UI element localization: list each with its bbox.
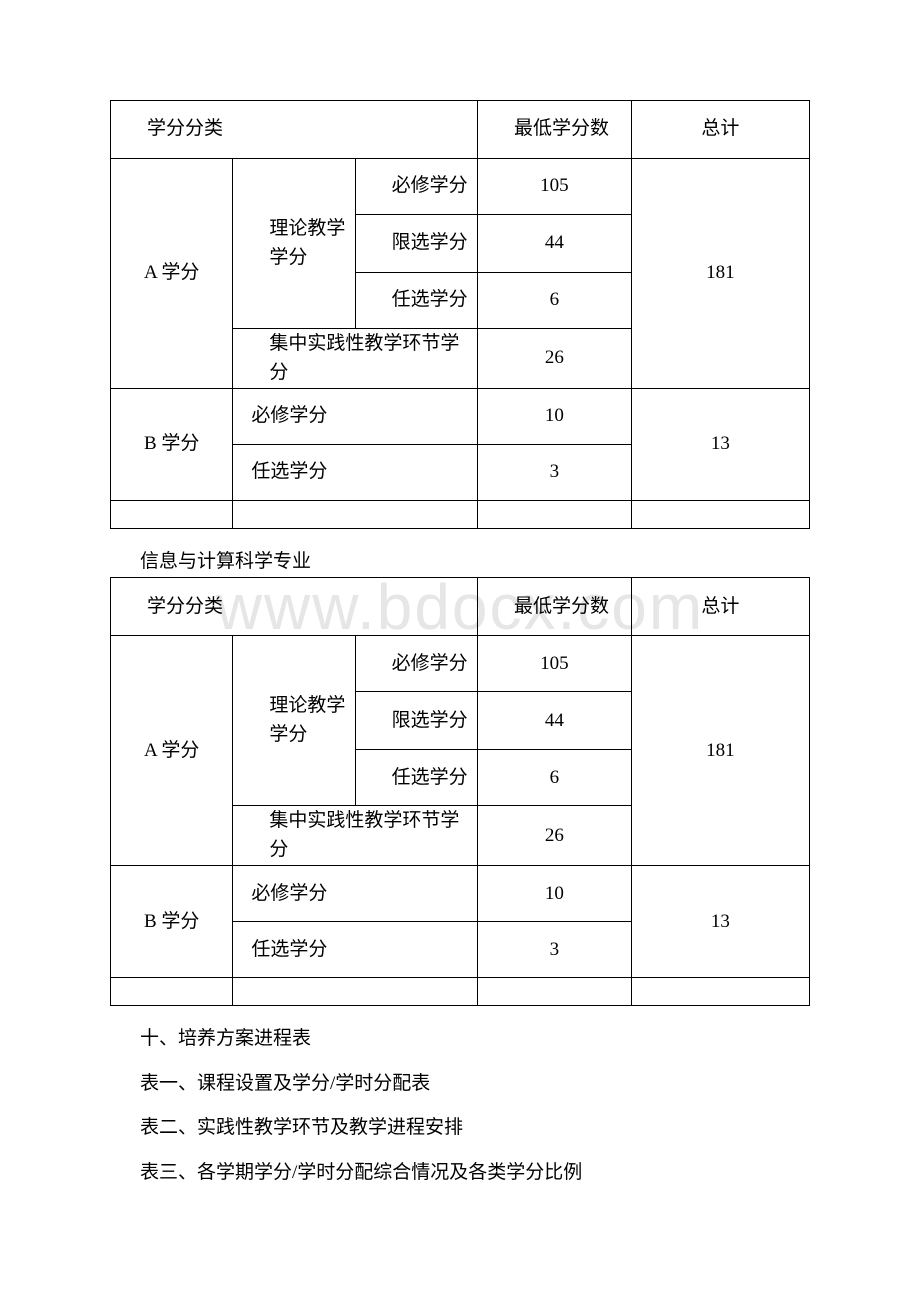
t2-required-val: 105 — [477, 636, 631, 692]
t1-elective-label: 任选学分 — [355, 273, 477, 329]
t2-required-label: 必修学分 — [355, 636, 477, 692]
t1-empty-3 — [477, 501, 631, 529]
t1-a-total: 181 — [631, 159, 809, 389]
t2-b-elective-label: 任选学分 — [233, 922, 478, 978]
t2-practice-label: 集中实践性教学环节学分 — [233, 806, 478, 866]
t2-empty-3 — [477, 978, 631, 1006]
t2-practice-val: 26 — [477, 806, 631, 866]
t2-empty-4 — [631, 978, 809, 1006]
caption-2: 信息与计算科学专业 — [140, 547, 810, 577]
t2-empty-1 — [111, 978, 233, 1006]
t1-required-label: 必修学分 — [355, 159, 477, 215]
credit-table-2: 学分分类 最低学分数 总计 A 学分 理论教学学分 必修学分 105 181 限… — [110, 577, 810, 1006]
t2-theory-label: 理论教学学分 — [233, 636, 355, 806]
t1-theory-label: 理论教学学分 — [233, 159, 355, 329]
t2-header-category: 学分分类 — [111, 578, 478, 636]
table-ref-3: 表三、各学期学分/学时分配综合情况及各类学分比例 — [140, 1158, 810, 1188]
t1-empty-4 — [631, 501, 809, 529]
t2-header-min: 最低学分数 — [477, 578, 631, 636]
t2-b-total: 13 — [631, 866, 809, 978]
section-10-title: 十、培养方案进程表 — [140, 1024, 810, 1054]
t1-limited-label: 限选学分 — [355, 215, 477, 273]
t1-header-min: 最低学分数 — [477, 101, 631, 159]
t1-a-label: A 学分 — [111, 159, 233, 389]
credit-table-1: 学分分类 最低学分数 总计 A 学分 理论教学学分 必修学分 105 181 限… — [110, 100, 810, 529]
t2-b-elective-val: 3 — [477, 922, 631, 978]
t1-b-elective-label: 任选学分 — [233, 445, 478, 501]
t2-b-label: B 学分 — [111, 866, 233, 978]
t1-empty-2 — [233, 501, 478, 529]
t2-limited-label: 限选学分 — [355, 692, 477, 750]
t2-elective-val: 6 — [477, 750, 631, 806]
t2-limited-val: 44 — [477, 692, 631, 750]
t1-practice-val: 26 — [477, 329, 631, 389]
t2-b-required-val: 10 — [477, 866, 631, 922]
t1-empty-1 — [111, 501, 233, 529]
table-ref-2: 表二、实践性教学环节及教学进程安排 — [140, 1113, 810, 1143]
t1-b-required-label: 必修学分 — [233, 389, 478, 445]
t1-elective-val: 6 — [477, 273, 631, 329]
t2-empty-2 — [233, 978, 478, 1006]
t2-header-total: 总计 — [631, 578, 809, 636]
t2-b-required-label: 必修学分 — [233, 866, 478, 922]
t1-limited-val: 44 — [477, 215, 631, 273]
t2-elective-label: 任选学分 — [355, 750, 477, 806]
t1-required-val: 105 — [477, 159, 631, 215]
table-ref-1: 表一、课程设置及学分/学时分配表 — [140, 1069, 810, 1099]
t2-a-label: A 学分 — [111, 636, 233, 866]
t2-a-total: 181 — [631, 636, 809, 866]
t1-b-required-val: 10 — [477, 389, 631, 445]
t1-practice-label: 集中实践性教学环节学分 — [233, 329, 478, 389]
t1-b-total: 13 — [631, 389, 809, 501]
t1-b-label: B 学分 — [111, 389, 233, 501]
t1-b-elective-val: 3 — [477, 445, 631, 501]
t1-header-total: 总计 — [631, 101, 809, 159]
t1-header-category: 学分分类 — [111, 101, 478, 159]
